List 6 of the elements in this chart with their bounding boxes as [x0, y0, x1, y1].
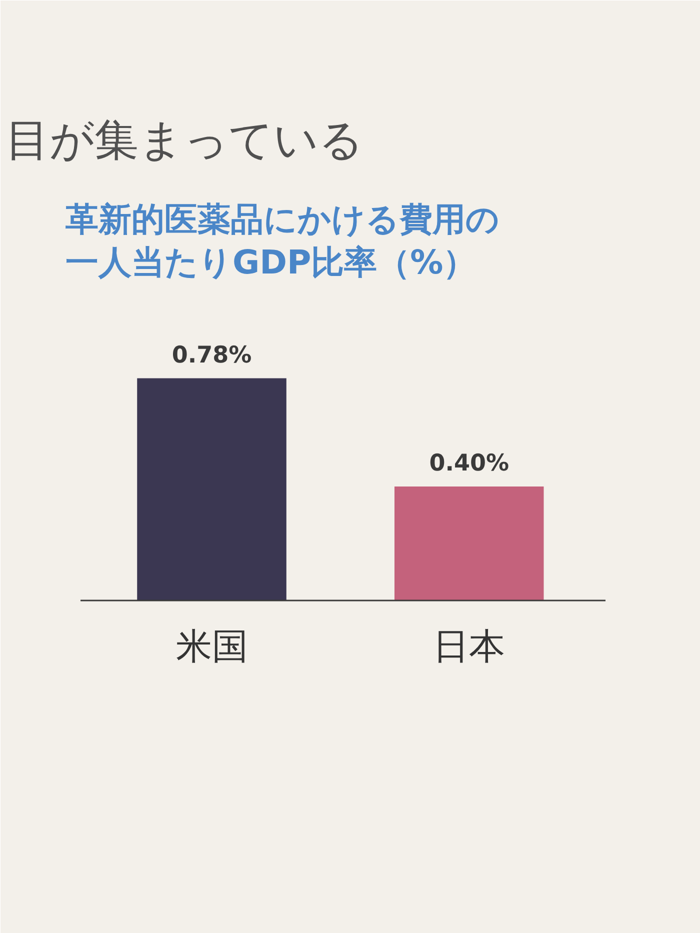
x-tick-label: 米国 [176, 626, 248, 668]
chart-title: 革新的医薬品にかける費用の一人当たりGDP比率（%） [66, 200, 500, 282]
x-tick-label: 日本 [433, 626, 506, 668]
text: 目が集まっている [6, 115, 364, 166]
data-label: 0.78% [172, 342, 252, 368]
data-label: 0.40% [429, 450, 510, 477]
